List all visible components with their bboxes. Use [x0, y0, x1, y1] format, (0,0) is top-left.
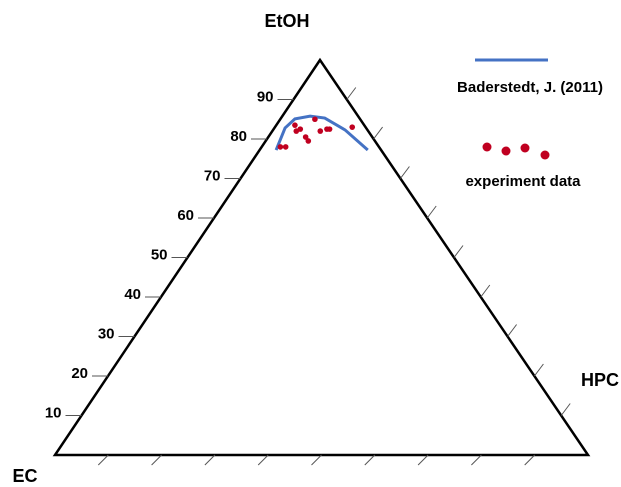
tick-label: 60	[177, 207, 194, 224]
tick-mark	[373, 126, 384, 140]
point	[302, 134, 309, 140]
point	[312, 116, 318, 123]
tick-label: 40	[124, 286, 141, 303]
legend-swatch	[540, 150, 550, 160]
point	[282, 144, 289, 150]
tick-mark	[453, 245, 464, 258]
triangle	[52, 57, 591, 457]
legend-swatch	[520, 143, 530, 153]
point	[305, 138, 312, 144]
tick-label: 50	[151, 246, 168, 263]
tick-mark	[364, 454, 376, 466]
tick-mark	[507, 324, 517, 337]
tick-label: 10	[45, 404, 62, 421]
tick-mark	[524, 454, 536, 466]
curve	[274, 114, 369, 152]
tick-mark	[417, 454, 429, 466]
point	[297, 126, 304, 132]
point	[326, 126, 333, 132]
vertex-label: HPC	[581, 370, 619, 390]
tick-mark	[399, 166, 410, 179]
tick-mark	[480, 284, 491, 298]
tick-mark	[97, 454, 109, 466]
tick-mark	[534, 363, 544, 377]
tick-mark	[560, 403, 571, 416]
vertex-label: EC	[12, 466, 37, 486]
legend-label: experiment data	[465, 173, 581, 190]
tick-mark	[311, 454, 322, 466]
point	[292, 122, 298, 128]
legend-swatch	[482, 142, 492, 152]
legend-swatch	[501, 146, 511, 156]
point	[349, 124, 356, 130]
point	[317, 128, 324, 134]
tick-mark	[471, 454, 482, 466]
tick-label: 80	[230, 128, 247, 145]
tick-mark	[346, 87, 357, 100]
tick-mark	[426, 205, 437, 219]
tick-mark	[151, 454, 162, 466]
vertex-label: EtOH	[265, 11, 310, 31]
tick-label: 20	[71, 365, 88, 382]
point	[277, 144, 284, 150]
tick-mark	[204, 454, 216, 466]
tick-label: 70	[204, 167, 221, 184]
legend-label: Baderstedt, J. (2011)	[457, 79, 603, 96]
tick-label: 90	[257, 88, 274, 105]
tick-label: 30	[98, 325, 115, 342]
tick-mark	[257, 454, 269, 466]
